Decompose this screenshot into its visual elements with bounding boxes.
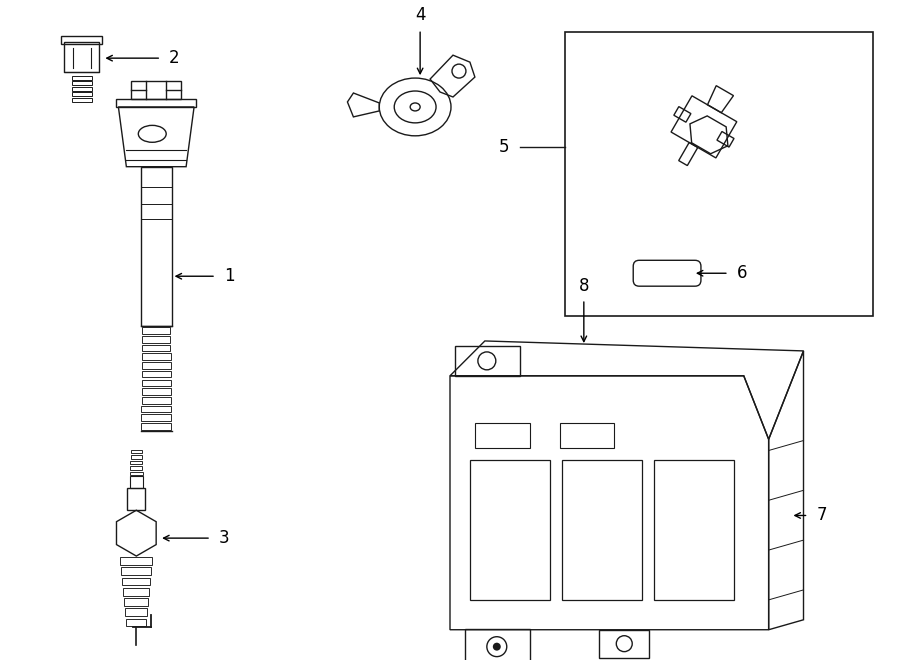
Bar [72,81,92,85]
Bar [130,461,142,465]
Bar [125,608,148,616]
Bar [122,578,150,585]
Text: 3: 3 [219,529,230,547]
Bar [128,488,145,510]
Bar [130,471,143,475]
Bar [142,336,170,342]
Text: 7: 7 [816,506,827,524]
Bar [72,93,92,97]
Bar [142,354,170,360]
Bar [141,388,171,395]
Bar [131,81,181,99]
Text: 8: 8 [579,277,590,295]
Bar [124,598,148,605]
Bar [141,423,171,430]
Bar [142,345,170,351]
Text: 5: 5 [500,137,509,156]
Bar [465,629,530,661]
Text: 2: 2 [169,49,180,67]
Bar [141,414,171,421]
Bar [564,32,873,316]
Bar [123,588,149,596]
Bar [142,371,171,377]
Bar [599,630,649,658]
Bar [470,460,550,600]
Bar [140,167,172,326]
Bar [560,423,615,448]
Text: 4: 4 [415,7,426,24]
Bar [122,567,151,575]
Bar [131,449,141,453]
Bar [121,557,152,564]
Bar [72,87,92,91]
Text: 1: 1 [224,267,235,286]
Bar [116,99,196,107]
Text: 6: 6 [737,264,747,282]
Bar [130,477,143,488]
Bar [142,362,171,369]
Bar [130,455,142,459]
Bar [72,76,92,80]
Bar [60,36,103,44]
Bar [455,346,519,376]
Bar [653,460,734,600]
Bar [562,460,642,600]
Bar [72,98,92,102]
Bar [141,397,171,404]
Bar [141,406,171,412]
Circle shape [493,642,500,650]
Bar [64,42,100,72]
Bar [142,327,170,334]
Bar [126,619,147,626]
Bar [141,379,171,386]
Bar [475,423,530,448]
Bar [130,466,142,470]
